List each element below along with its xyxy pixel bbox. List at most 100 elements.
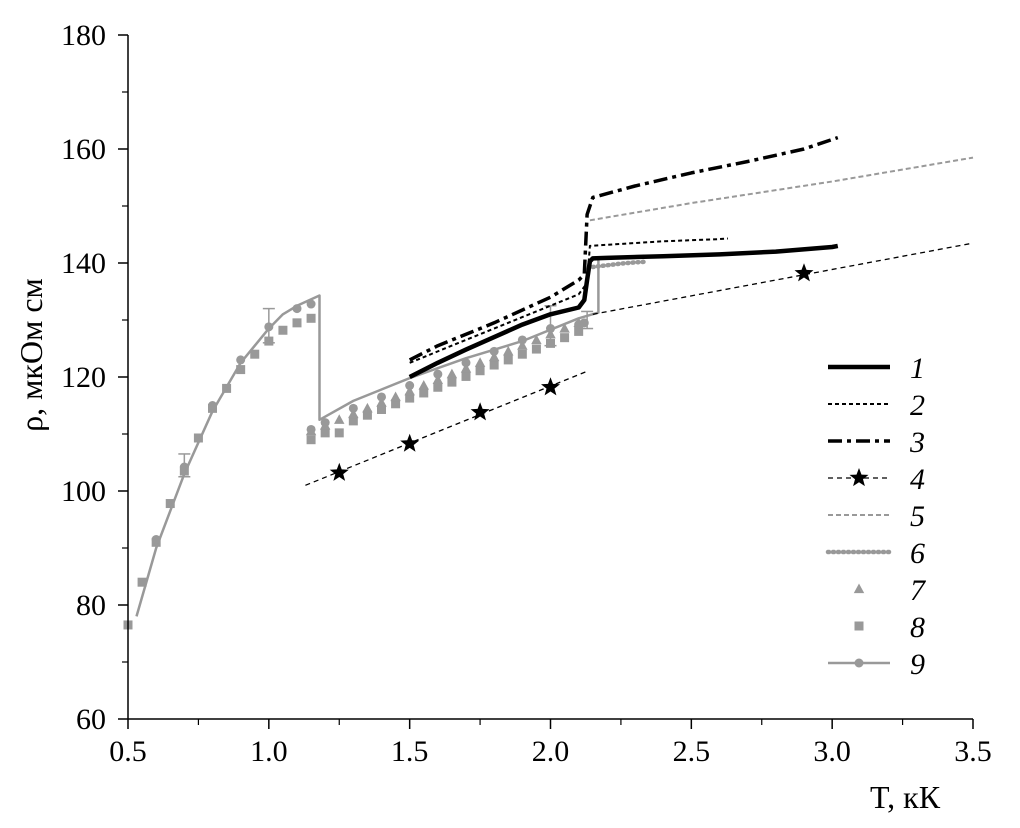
x-ticks: 0.5 1.0 1.5 2.0 2.5 3.0 3.5: [109, 719, 992, 768]
x-tick-label: 3.0: [813, 735, 851, 768]
series-9-marker: [489, 346, 499, 356]
y-tick-label: 120: [61, 361, 106, 394]
series-8-marker: [503, 355, 513, 365]
series-9-marker: [461, 358, 471, 368]
series-3-line: [408, 135, 839, 362]
x-tick-label: 0.5: [109, 735, 147, 768]
x-axis-label: T, кК: [870, 779, 941, 815]
legend-item-8: 8: [854, 611, 925, 644]
series-8-marker: [377, 404, 386, 414]
plot-area: [123, 135, 974, 630]
series-7-marker: [460, 362, 472, 373]
series-8-marker: [165, 499, 175, 509]
series-9-error-bar: [581, 310, 594, 330]
series-8-marker: [574, 326, 584, 336]
legend-marker: [854, 621, 864, 631]
series-7-marker: [432, 374, 444, 384]
series-7-marker: [418, 380, 429, 390]
legend-label: 3: [909, 426, 925, 459]
legend-marker: [849, 468, 869, 487]
y-tick-label: 80: [76, 589, 106, 622]
series-8-marker: [461, 371, 471, 381]
series-8-marker: [292, 318, 302, 328]
legend-item-5: 5: [828, 500, 925, 533]
series-7-marker: [404, 385, 415, 396]
series-8-marker: [236, 365, 246, 375]
series-4-marker: [541, 377, 560, 396]
series-8-marker: [306, 313, 316, 323]
legend-label: 5: [910, 500, 925, 533]
series-9-marker: [208, 401, 217, 410]
series-4-marker: [329, 462, 349, 481]
legend-label: 4: [910, 463, 925, 496]
legend-item-4: 4: [828, 463, 925, 496]
series-8-marker: [531, 344, 541, 354]
legend-item-2: 2: [828, 389, 925, 422]
series-6-line: [590, 259, 646, 270]
series-7-marker: [362, 402, 373, 413]
series-9-error-bar: [178, 453, 191, 478]
series-9-marker: [320, 418, 330, 428]
series-2-line: [409, 237, 728, 364]
series-8-marker: [193, 433, 203, 443]
legend-label: 6: [910, 537, 925, 570]
legend-marker: [853, 583, 865, 594]
series-8-marker: [391, 399, 401, 409]
series-4-line: [592, 242, 974, 315]
series-7-marker: [334, 414, 345, 424]
x-tick-label: 2.0: [532, 735, 570, 768]
series-9-marker: [517, 335, 527, 345]
series-4-marker: [470, 402, 490, 421]
series-4-marker: [794, 263, 814, 282]
legend-label: 1: [910, 352, 925, 385]
series-9-error-bar: [262, 307, 275, 344]
series-4-marker: [400, 433, 420, 452]
series-8-marker: [306, 435, 316, 445]
series-7-marker: [517, 340, 528, 350]
legend-marker: [854, 658, 864, 668]
y-tick-label: 160: [61, 133, 106, 166]
series-8-marker: [278, 325, 288, 335]
legend-item-9: 9: [828, 648, 925, 681]
legend: 1 2 3 4 5 6 7 8 9: [825, 352, 927, 681]
y-tick-label: 60: [76, 703, 106, 736]
series-8-marker: [334, 428, 344, 438]
series-7-marker: [376, 397, 387, 407]
series-7-marker: [390, 391, 401, 402]
series-7-marker: [559, 323, 570, 333]
series-8-marker: [517, 349, 527, 359]
series-7-marker: [348, 408, 359, 419]
series-8-marker: [362, 410, 372, 420]
y-ticks: 60 80 100 120 140 160 180: [61, 19, 128, 736]
series-9-marker: [292, 304, 302, 314]
x-tick-label: 1.5: [391, 735, 429, 768]
series-8-marker: [560, 333, 570, 343]
legend-label: 2: [910, 389, 925, 422]
legend-item-1: 1: [828, 352, 925, 385]
series-9-marker: [405, 381, 415, 391]
legend-label: 8: [910, 611, 925, 644]
series-8-marker: [419, 388, 429, 398]
series-9-line: [135, 260, 600, 617]
legend-label: 7: [910, 574, 927, 607]
series-9-marker: [433, 369, 443, 379]
series-8-marker: [348, 416, 358, 426]
series-4-line: [305, 370, 588, 486]
series-8-marker: [489, 360, 499, 370]
series-9-marker: [306, 424, 316, 434]
series-8-marker: [475, 366, 485, 376]
y-axis-label: ρ, мкОм см: [13, 278, 49, 432]
legend-item-6: 6: [825, 537, 925, 570]
x-tick-label: 1.0: [250, 735, 288, 768]
series-9-marker: [151, 534, 161, 544]
series-1-line: [408, 243, 839, 380]
series-8-marker: [433, 382, 443, 392]
series-7-marker: [503, 345, 514, 356]
series-9-marker: [377, 392, 386, 402]
series-8-marker: [320, 428, 330, 438]
series-8-marker: [447, 377, 457, 387]
legend-item-7: 7: [853, 574, 927, 607]
series-8-marker: [405, 393, 415, 403]
y-tick-label: 180: [61, 19, 106, 52]
